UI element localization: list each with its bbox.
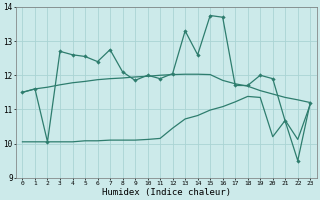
X-axis label: Humidex (Indice chaleur): Humidex (Indice chaleur) (102, 188, 231, 197)
